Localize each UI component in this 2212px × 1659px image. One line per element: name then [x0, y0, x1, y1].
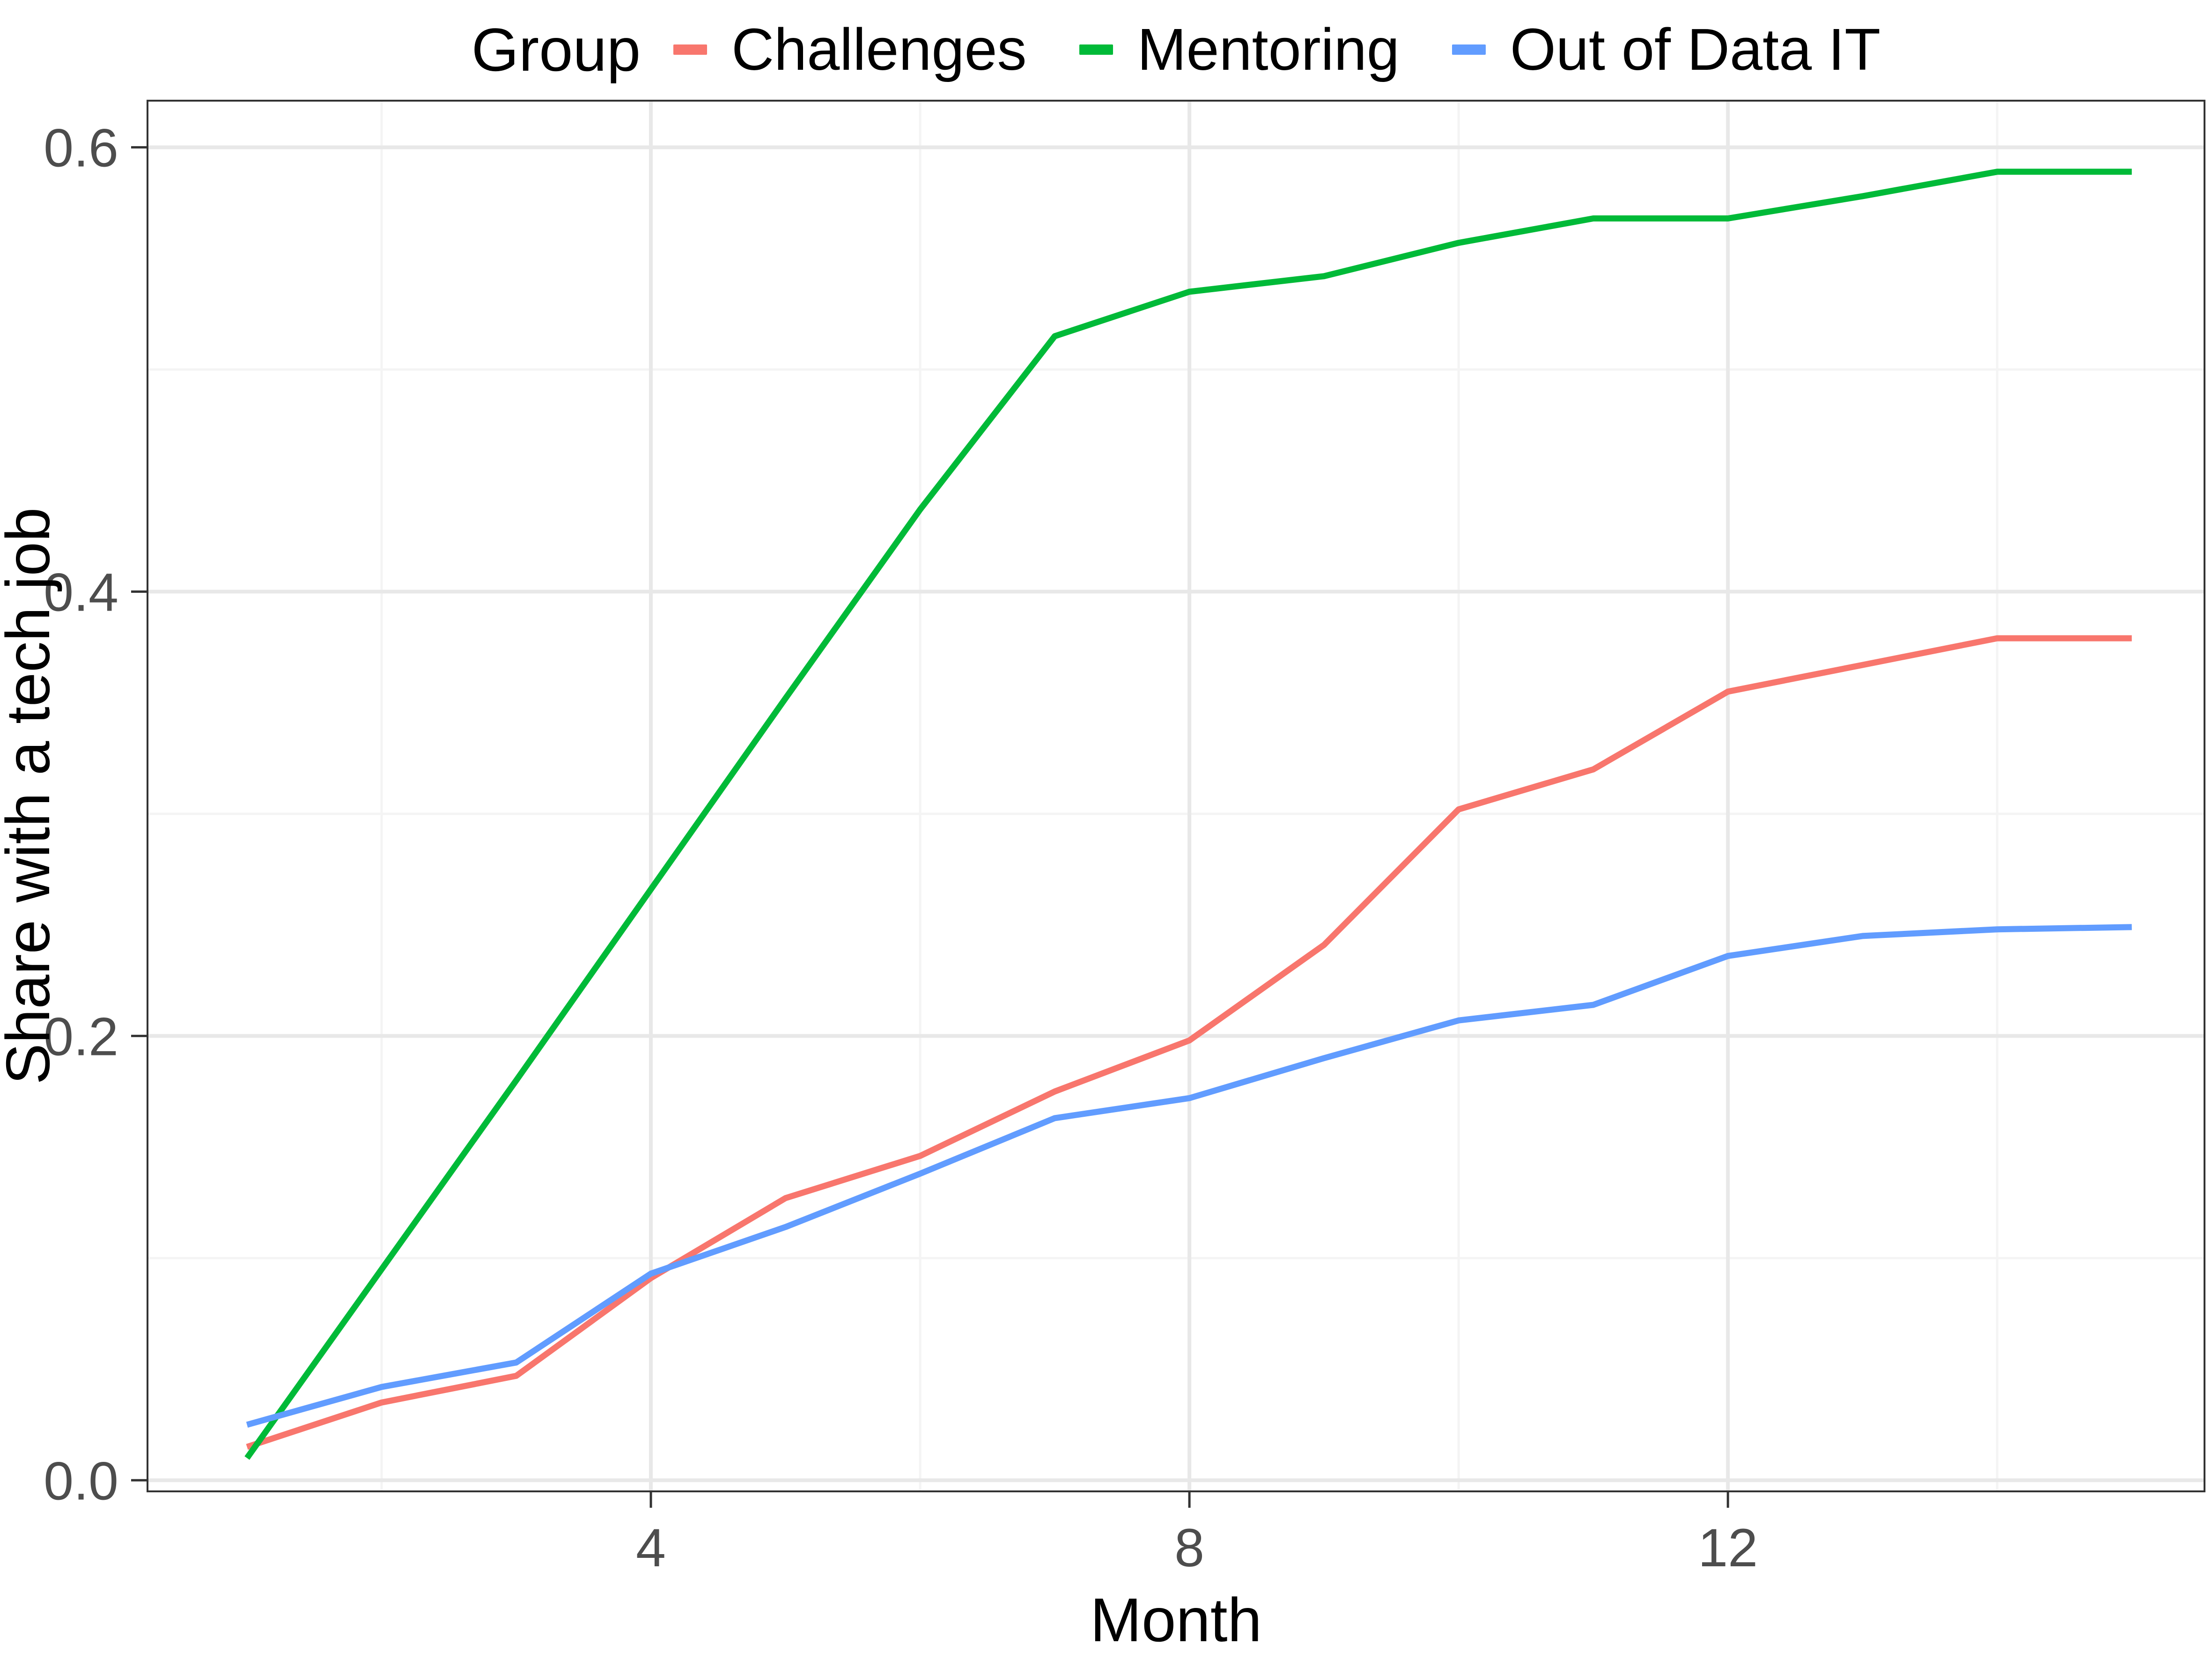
- minor-gridlines: [147, 101, 2205, 1491]
- plot-panel: [147, 101, 2205, 1491]
- major-gridlines: [147, 101, 2205, 1491]
- challenges-line-key-icon: [673, 44, 708, 55]
- y-tick-label: 0.6: [44, 118, 118, 178]
- axis-tick-marks: [131, 146, 1729, 1508]
- panel-border: [147, 100, 2205, 1492]
- legend-item-mentoring: Mentoring: [1079, 15, 1400, 83]
- x-tick-label: 4: [636, 1518, 666, 1578]
- x-tick-label: 12: [1698, 1518, 1758, 1578]
- series-line-mentoring: [244, 169, 2132, 1460]
- y-axis-title: Share with a tech job: [0, 508, 62, 1085]
- legend-title: Group: [471, 15, 641, 84]
- y-axis-tick-labels: 0.0 0.2 0.4 0.6: [44, 118, 118, 1512]
- y-tick-label: 0.0: [44, 1451, 118, 1511]
- x-axis-title: Month: [1090, 1585, 1262, 1654]
- out-of-data-it-line-key-icon: [1452, 44, 1486, 55]
- legend: Group Challenges Mentoring Out of Data I…: [147, 8, 2205, 90]
- legend-label-out-of-data-it: Out of Data IT: [1510, 16, 1881, 82]
- y-tick-label: 0.2: [44, 1007, 118, 1067]
- legend-label-mentoring: Mentoring: [1137, 16, 1400, 82]
- legend-item-out-of-data-it: Out of Data IT: [1452, 15, 1880, 83]
- x-axis-tick-labels: 4 8 12: [636, 1518, 1758, 1578]
- y-tick-label: 0.4: [44, 563, 118, 623]
- mentoring-line-key-icon: [1079, 44, 1113, 55]
- legend-label-challenges: Challenges: [731, 16, 1027, 82]
- series-line-out-of-data-it: [246, 924, 2132, 1428]
- series-line-challenges: [246, 635, 2132, 1450]
- legend-item-challenges: Challenges: [673, 15, 1027, 83]
- x-tick-label: 8: [1174, 1518, 1204, 1578]
